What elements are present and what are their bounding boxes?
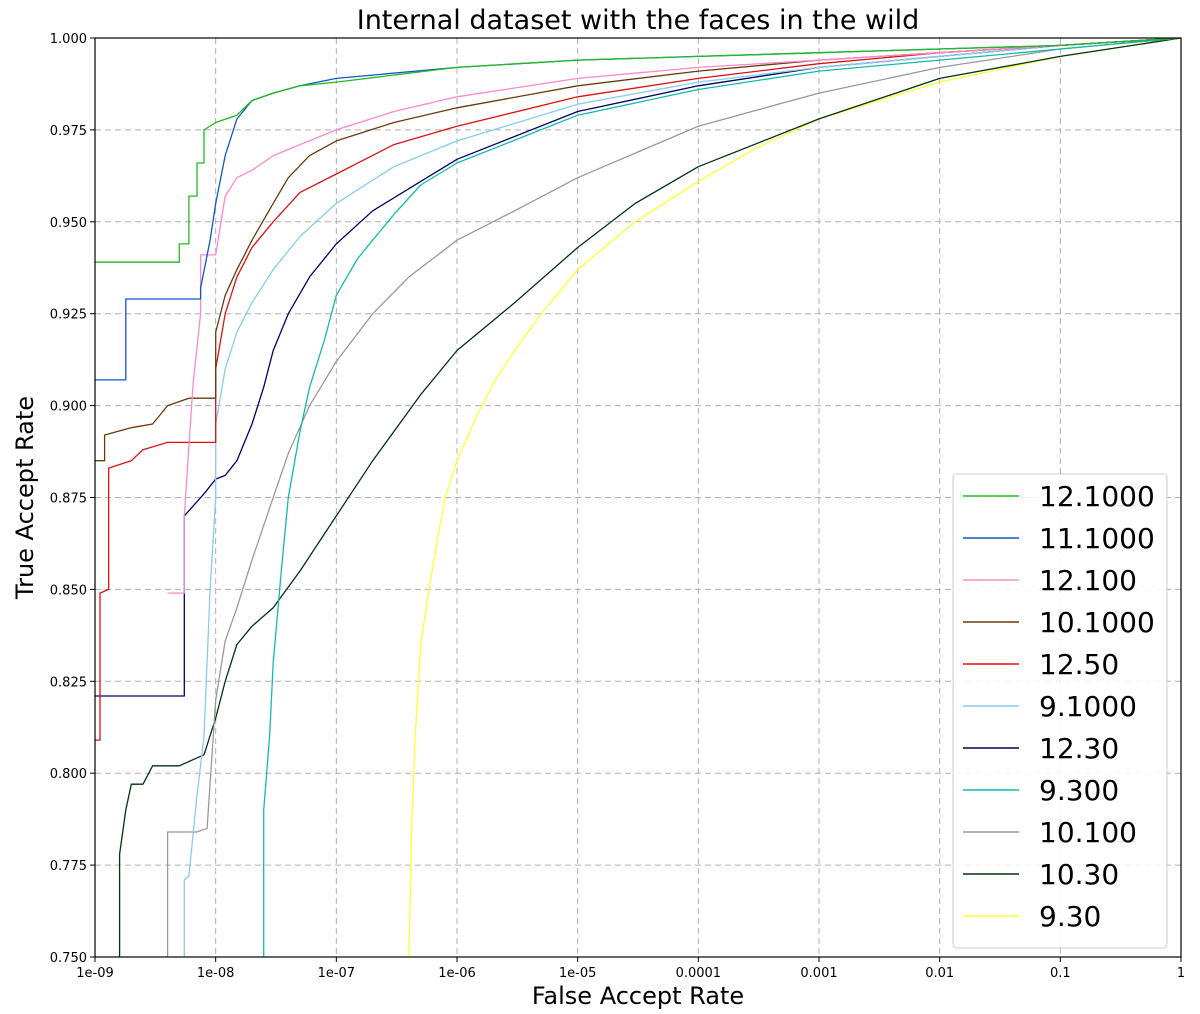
series-line-10.100 bbox=[166, 38, 1181, 957]
y-tick-label: 0.825 bbox=[50, 675, 87, 690]
legend-label: 9.1000 bbox=[1039, 690, 1137, 723]
x-tick-label: 0.0001 bbox=[676, 966, 722, 981]
y-tick-label: 0.750 bbox=[50, 951, 87, 966]
legend-label: 12.50 bbox=[1039, 648, 1119, 681]
legend-label: 12.100 bbox=[1039, 564, 1137, 597]
x-tick-label: 0.001 bbox=[800, 966, 837, 981]
x-tick-label: 1e-08 bbox=[197, 966, 235, 981]
x-tick-label: 1e-06 bbox=[438, 966, 476, 981]
legend-label: 12.1000 bbox=[1039, 480, 1155, 513]
series-line-9.1000 bbox=[183, 38, 1181, 957]
x-tick-label: 1e-07 bbox=[318, 966, 356, 981]
y-tick-label: 0.950 bbox=[50, 216, 87, 231]
x-tick-label: 1e-05 bbox=[559, 966, 597, 981]
y-tick-label: 0.975 bbox=[50, 124, 87, 139]
y-tick-label: 0.850 bbox=[50, 583, 87, 598]
x-tick-label: 0.1 bbox=[1050, 966, 1071, 981]
series-line-9.30 bbox=[408, 38, 1181, 957]
y-tick-label: 0.800 bbox=[50, 767, 87, 782]
series-line-10.1000 bbox=[95, 38, 1181, 462]
x-tick-label: 1e-09 bbox=[76, 966, 114, 981]
legend-label: 10.100 bbox=[1039, 816, 1137, 849]
y-tick-label: 0.775 bbox=[50, 859, 87, 874]
legend: 12.1000 11.1000 12.100 10.1000 12.50 9.1000 12… bbox=[952, 473, 1168, 949]
axis-ticks: 1e-09 1e-08 1e-07 1e-06 1e-05 0.0001 0.001 0.01… bbox=[50, 32, 1185, 981]
series-line-9.300 bbox=[263, 38, 1181, 957]
legend-label: 11.1000 bbox=[1039, 522, 1155, 555]
series-lines bbox=[95, 38, 1181, 957]
legend-label: 10.30 bbox=[1039, 858, 1119, 891]
y-tick-label: 0.925 bbox=[50, 308, 87, 323]
series-line-10.30 bbox=[118, 38, 1181, 957]
x-axis-label: False Accept Rate bbox=[532, 982, 744, 1010]
series-line-12.50 bbox=[95, 38, 1181, 741]
chart-title: Internal dataset with the faces in the w… bbox=[357, 5, 920, 36]
series-line-12.1000 bbox=[95, 38, 1181, 263]
legend-label: 9.300 bbox=[1039, 774, 1119, 807]
x-tick-label: 0.01 bbox=[925, 966, 954, 981]
series-line-12.30 bbox=[95, 38, 1181, 697]
y-tick-label: 1.000 bbox=[50, 32, 87, 47]
legend-label: 9.30 bbox=[1039, 900, 1101, 933]
x-tick-label: 1 bbox=[1177, 966, 1185, 981]
series-line-12.100 bbox=[167, 38, 1181, 594]
legend-box bbox=[952, 473, 1168, 949]
y-tick-label: 0.875 bbox=[50, 492, 87, 507]
legend-label: 12.30 bbox=[1039, 732, 1119, 765]
y-tick-label: 0.900 bbox=[50, 400, 87, 415]
y-axis-label: True Accept Rate bbox=[11, 396, 39, 600]
legend-label: 10.1000 bbox=[1039, 606, 1155, 639]
